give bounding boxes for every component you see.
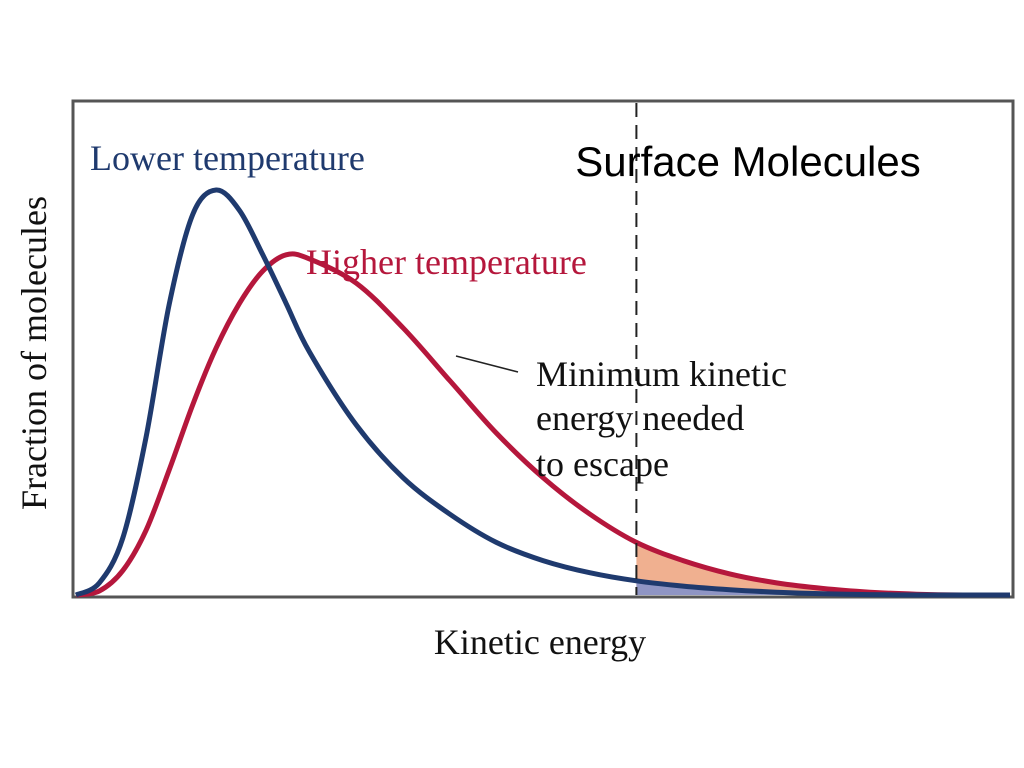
series-label-higher: Higher temperature xyxy=(306,242,587,282)
plot-frame xyxy=(71,99,1015,599)
threshold-label-line-1: Minimum kinetic xyxy=(536,354,787,394)
curve-higher-temperature xyxy=(75,251,1011,598)
threshold-label-line-2: energy needed xyxy=(536,398,744,438)
tail-fill-higher xyxy=(636,542,1010,596)
curve-lower-temperature xyxy=(74,187,1010,598)
curves xyxy=(74,187,1011,598)
threshold-leader-line xyxy=(455,355,519,373)
series-label-lower: Lower temperature xyxy=(90,138,365,178)
x-axis-label: Kinetic energy xyxy=(434,622,646,662)
y-axis-label: Fraction of molecules xyxy=(14,196,54,510)
threshold-label-line-3: to escape xyxy=(536,444,669,484)
chart-title: Surface Molecules xyxy=(575,138,921,185)
